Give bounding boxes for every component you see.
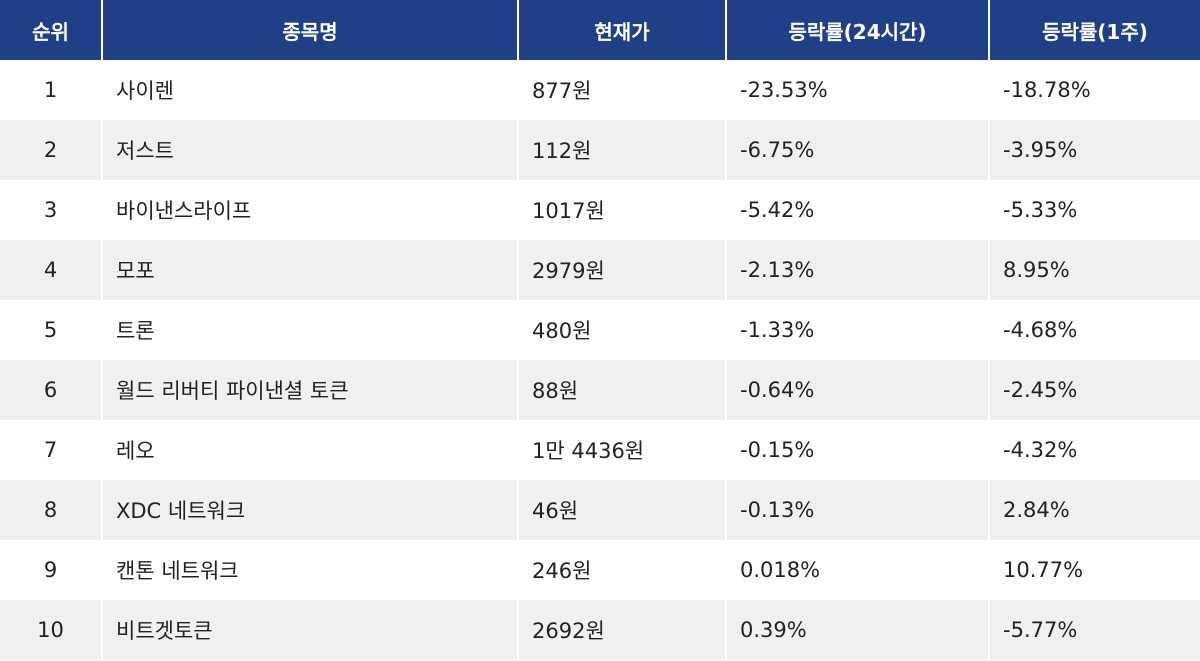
name-cell: 모포 — [102, 240, 519, 300]
name-cell: 비트겟토큰 — [102, 600, 519, 660]
table-row: 7 레오 1만 4436원 -0.15% -4.32% — [0, 420, 1200, 480]
table-row: 3 바이낸스라이프 1017원 -5.42% -5.33% — [0, 180, 1200, 240]
price-cell: 877원 — [518, 60, 727, 120]
name-cell: 레오 — [102, 420, 519, 480]
change-24h-cell: -0.64% — [726, 360, 990, 420]
header-price: 현재가 — [518, 0, 727, 60]
change-24h-cell: 0.018% — [726, 540, 990, 600]
change-24h-cell: -0.13% — [726, 480, 990, 540]
price-cell: 2979원 — [518, 240, 727, 300]
change-1w-cell: 2.84% — [989, 480, 1200, 540]
name-cell: 저스트 — [102, 120, 519, 180]
change-1w-cell: -3.95% — [989, 120, 1200, 180]
change-1w-cell: -18.78% — [989, 60, 1200, 120]
name-cell: XDC 네트워크 — [102, 480, 519, 540]
rank-cell: 5 — [0, 300, 103, 360]
rank-cell: 4 — [0, 240, 103, 300]
name-cell: 월드 리버티 파이낸셜 토큰 — [102, 360, 519, 420]
change-24h-cell: -5.42% — [726, 180, 990, 240]
change-1w-cell: -4.68% — [989, 300, 1200, 360]
rank-cell: 6 — [0, 360, 103, 420]
name-cell: 트론 — [102, 300, 519, 360]
price-cell: 2692원 — [518, 600, 727, 660]
change-24h-cell: -2.13% — [726, 240, 990, 300]
change-1w-cell: -5.33% — [989, 180, 1200, 240]
change-24h-cell: -6.75% — [726, 120, 990, 180]
price-cell: 1017원 — [518, 180, 727, 240]
table-row: 6 월드 리버티 파이낸셜 토큰 88원 -0.64% -2.45% — [0, 360, 1200, 420]
change-24h-cell: -23.53% — [726, 60, 990, 120]
rank-cell: 3 — [0, 180, 103, 240]
table-header-row: 순위 종목명 현재가 등락률(24시간) 등락률(1주) — [0, 0, 1200, 60]
table-row: 10 비트겟토큰 2692원 0.39% -5.77% — [0, 600, 1200, 660]
header-name: 종목명 — [102, 0, 519, 60]
table-row: 2 저스트 112원 -6.75% -3.95% — [0, 120, 1200, 180]
change-1w-cell: 10.77% — [989, 540, 1200, 600]
table-row: 8 XDC 네트워크 46원 -0.13% 2.84% — [0, 480, 1200, 540]
name-cell: 사이렌 — [102, 60, 519, 120]
rank-cell: 1 — [0, 60, 103, 120]
change-24h-cell: -0.15% — [726, 420, 990, 480]
change-24h-cell: 0.39% — [726, 600, 990, 660]
table-row: 4 모포 2979원 -2.13% 8.95% — [0, 240, 1200, 300]
rank-cell: 7 — [0, 420, 103, 480]
header-change-1w: 등락률(1주) — [989, 0, 1200, 60]
change-24h-cell: -1.33% — [726, 300, 990, 360]
table-row: 1 사이렌 877원 -23.53% -18.78% — [0, 60, 1200, 120]
name-cell: 바이낸스라이프 — [102, 180, 519, 240]
change-1w-cell: -2.45% — [989, 360, 1200, 420]
price-cell: 112원 — [518, 120, 727, 180]
price-cell: 246원 — [518, 540, 727, 600]
rank-cell: 2 — [0, 120, 103, 180]
table-row: 5 트론 480원 -1.33% -4.68% — [0, 300, 1200, 360]
price-cell: 480원 — [518, 300, 727, 360]
price-cell: 1만 4436원 — [518, 420, 727, 480]
table-row: 9 캔톤 네트워크 246원 0.018% 10.77% — [0, 540, 1200, 600]
name-cell: 캔톤 네트워크 — [102, 540, 519, 600]
price-cell: 88원 — [518, 360, 727, 420]
change-1w-cell: 8.95% — [989, 240, 1200, 300]
change-1w-cell: -4.32% — [989, 420, 1200, 480]
rank-cell: 8 — [0, 480, 103, 540]
rank-cell: 10 — [0, 600, 103, 660]
header-change-24h: 등락률(24시간) — [726, 0, 990, 60]
price-cell: 46원 — [518, 480, 727, 540]
change-1w-cell: -5.77% — [989, 600, 1200, 660]
header-rank: 순위 — [0, 0, 103, 60]
rank-cell: 9 — [0, 540, 103, 600]
